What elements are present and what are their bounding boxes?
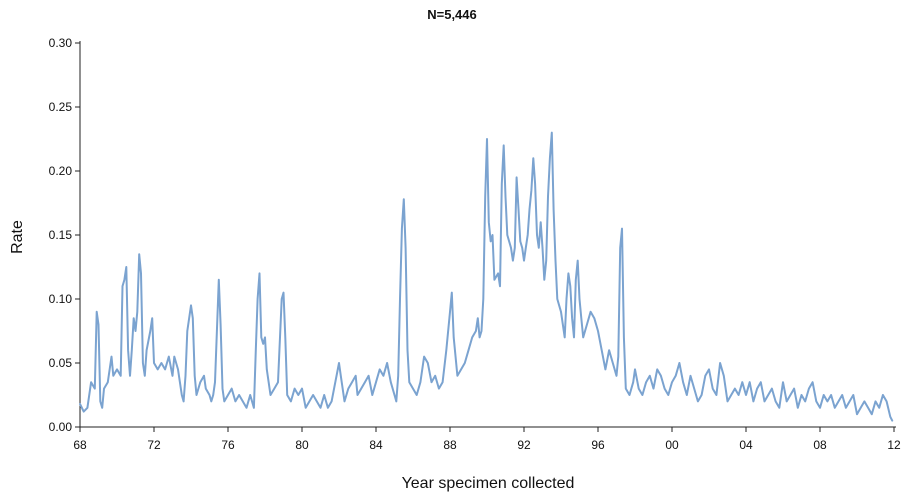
series-layer — [79, 131, 894, 422]
y-tick-label: 0.05 — [49, 356, 73, 370]
y-tick-label: 0.20 — [49, 164, 73, 178]
x-tick-label: 80 — [295, 438, 309, 452]
x-tick-label: 12 — [887, 438, 901, 452]
y-tick-label: 0.15 — [49, 228, 73, 242]
y-tick-label: 0.00 — [49, 420, 73, 434]
x-tick-label: 76 — [221, 438, 235, 452]
x-axis-title: Year specimen collected — [402, 475, 575, 492]
y-tick-label: 0.10 — [49, 292, 73, 306]
x-tick-label: 04 — [739, 438, 753, 452]
x-tick-label: 92 — [517, 438, 531, 452]
x-tick-label: 84 — [369, 438, 383, 452]
chart-title: N=5,446 — [427, 7, 477, 22]
x-tick-label: 00 — [665, 438, 679, 452]
x-tick-label: 72 — [147, 438, 161, 452]
x-tick-label: 88 — [443, 438, 457, 452]
x-tick-label: 08 — [813, 438, 827, 452]
y-axis: 0.00 0.05 0.10 0.15 0.20 0.25 0.30 — [49, 36, 81, 434]
y-tick-label: 0.25 — [49, 100, 73, 114]
y-axis-title: Rate — [9, 220, 26, 254]
x-axis: 68 72 76 80 84 88 92 96 00 04 08 12 — [73, 426, 901, 452]
series-line — [79, 131, 894, 422]
x-tick-label: 96 — [591, 438, 605, 452]
x-tick-label: 68 — [73, 438, 87, 452]
y-tick-label: 0.30 — [49, 36, 73, 50]
